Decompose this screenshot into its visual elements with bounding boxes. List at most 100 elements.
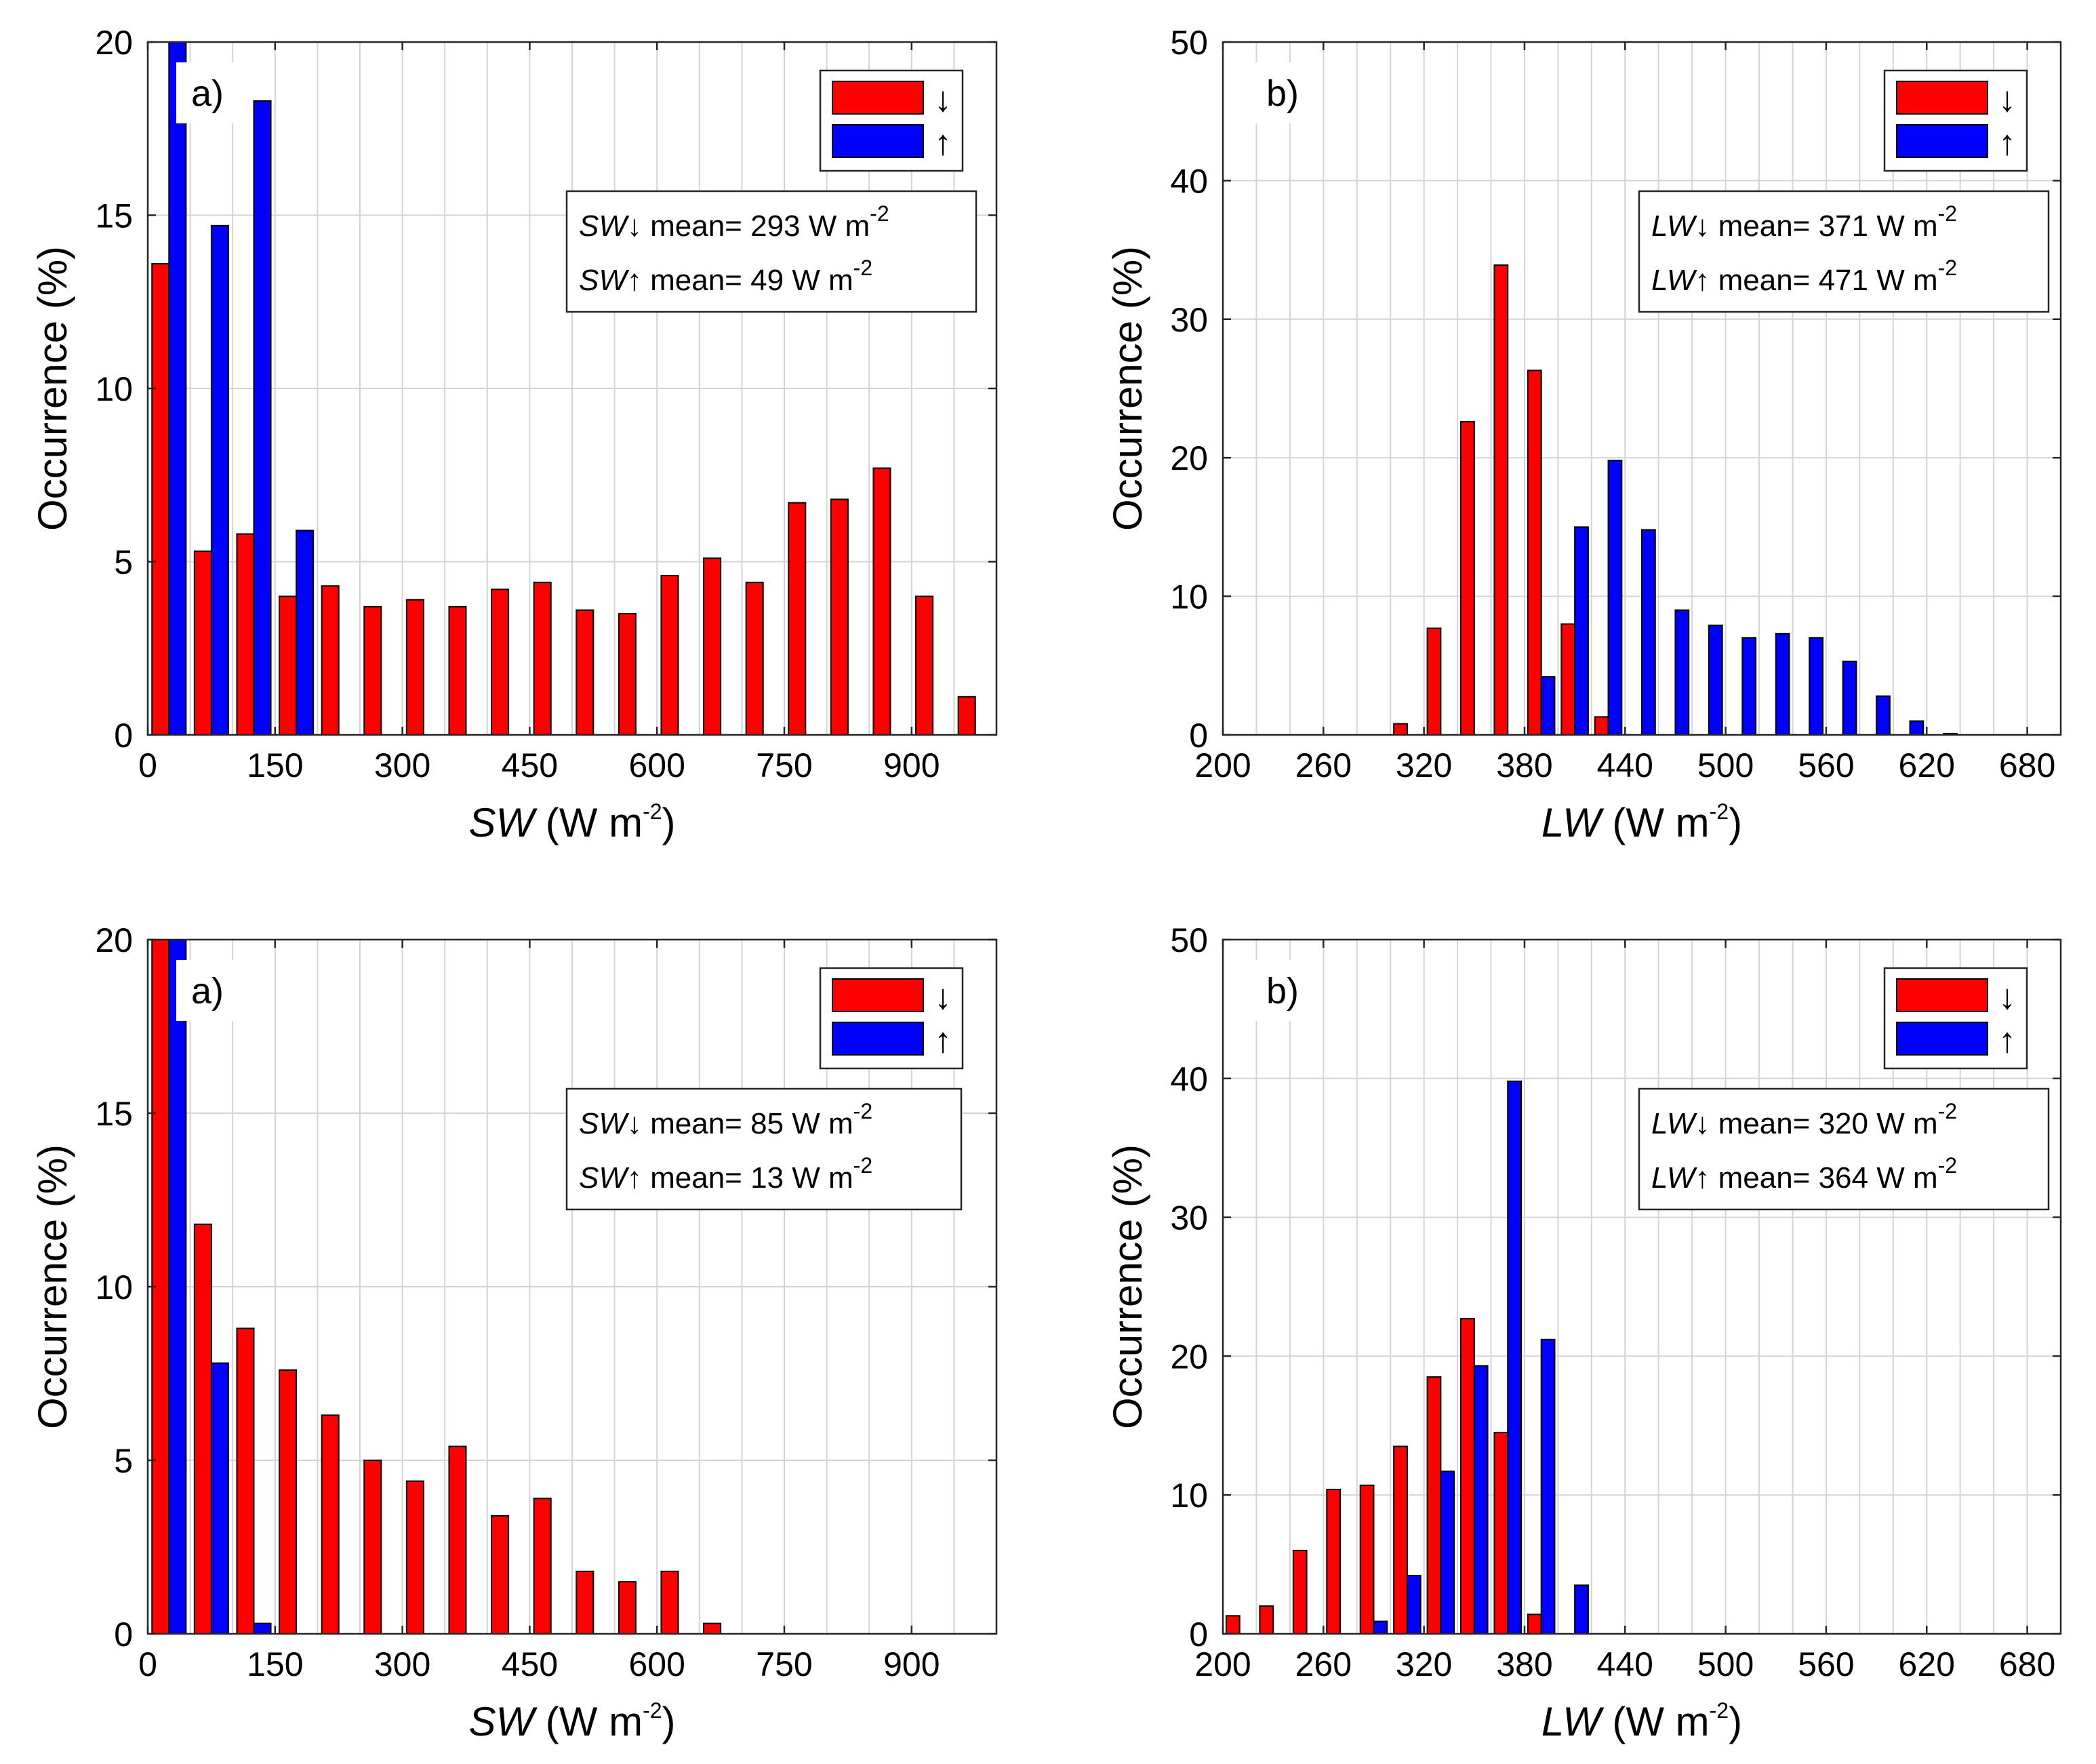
x-tick-label: 260 — [1295, 746, 1352, 784]
x-axis-unit-close: ) — [1729, 1699, 1742, 1744]
bar-down — [405, 599, 424, 736]
stat-unit-sup: -2 — [870, 201, 889, 226]
stats-box-frame — [1638, 190, 2050, 313]
bar-down — [576, 609, 594, 736]
bar-down — [1326, 1489, 1342, 1635]
y-tick-label: 30 — [1170, 301, 1208, 339]
x-tick-label: 680 — [1999, 746, 2055, 784]
x-tick-label: 260 — [1295, 1645, 1352, 1683]
bar-up — [1507, 1080, 1523, 1635]
legend-label-down: ↓ — [934, 978, 952, 1017]
bar-down — [1594, 716, 1609, 736]
stat-down-mean: SW↓ mean= 85 W m-2 — [579, 1099, 872, 1140]
legend-swatch-up — [832, 1022, 924, 1056]
series-up — [168, 939, 272, 1635]
legend-swatch-down — [832, 81, 924, 115]
x-tick-label: 560 — [1798, 746, 1854, 784]
stat-var: LW — [1651, 209, 1697, 243]
x-tick-label: 320 — [1396, 746, 1452, 784]
bar-up — [1674, 609, 1690, 736]
stat-var: SW — [579, 209, 629, 243]
legend-label-down: ↓ — [1998, 80, 2016, 119]
y-tick-label: 20 — [1170, 1338, 1208, 1376]
x-tick-label: 0 — [138, 746, 157, 784]
bar-up — [1775, 633, 1790, 736]
x-tick-label: 450 — [502, 746, 558, 784]
bars — [151, 939, 722, 1635]
bar-up — [1574, 526, 1589, 736]
x-axis: 200 260 320 380 440 500 560 620 680 — [1194, 940, 2055, 1683]
legend-label-down: ↓ — [934, 80, 952, 119]
stat-arrow: ↓ — [627, 1107, 642, 1140]
panel-top-right: 200 260 320 380 440 500 560 620 680 0 10 20 30 40 50 Oc… — [1105, 24, 2062, 845]
stat-unit-sup: -2 — [1938, 1153, 1957, 1178]
x-axis-label: LW (W m-2) — [1541, 1698, 1742, 1744]
legend-swatch-down — [832, 978, 924, 1012]
stats-box-frame — [565, 1087, 963, 1211]
bar-down — [745, 582, 764, 736]
bar-up — [1809, 637, 1823, 736]
legend-swatch-up — [1896, 124, 1988, 158]
x-tick-label: 200 — [1194, 1645, 1251, 1683]
panel-label-bg — [176, 62, 241, 123]
bar-down — [448, 1445, 467, 1635]
legend: ↓↑ — [1883, 69, 2028, 172]
panel-bottom-left: 0 150 300 450 600 750 900 0 5 10 15 20 Occurrence (%… — [30, 921, 998, 1744]
stat-arrow: ↓ — [1695, 1107, 1710, 1140]
bar-down — [1460, 421, 1475, 736]
bar-down — [448, 605, 467, 736]
bar-down — [321, 585, 340, 736]
bar-up — [1741, 637, 1757, 736]
bar-up — [1876, 695, 1891, 736]
stat-unit-sup: -2 — [853, 256, 872, 280]
panel-label-text: b) — [1266, 73, 1299, 114]
bar-up — [253, 100, 272, 736]
panel-label-text: a) — [191, 971, 224, 1011]
panel-label-bg — [176, 960, 241, 1021]
bar-up — [168, 41, 187, 736]
x-axis: 0 150 300 450 600 750 900 — [138, 42, 940, 784]
bar-down — [618, 1581, 637, 1635]
legend-label-down: ↓ — [1998, 978, 2016, 1017]
bar-down — [1493, 1432, 1509, 1635]
stats-box: LW↓ mean= 320 W m-2LW↑ mean= 364 W m-2 — [1638, 1087, 2050, 1211]
x-axis-unit-close: ) — [662, 1699, 676, 1744]
x-tick-label: 300 — [374, 1645, 430, 1683]
stat-arrow: ↓ — [627, 209, 642, 243]
y-tick-label: 10 — [95, 370, 133, 408]
y-axis-label: Occurrence (%) — [30, 1144, 75, 1429]
x-tick-label: 680 — [1999, 1645, 2055, 1683]
bar-down — [1359, 1484, 1375, 1635]
stats-box: LW↓ mean= 371 W m-2LW↑ mean= 471 W m-2 — [1638, 190, 2050, 313]
bars — [1393, 264, 1958, 736]
stat-value: mean= 320 W m — [1710, 1107, 1937, 1140]
bar-down — [788, 502, 807, 736]
x-axis-var: SW — [468, 800, 538, 845]
stat-value: mean= 371 W m — [1710, 209, 1937, 243]
bar-up — [1540, 1338, 1556, 1635]
bar-down — [491, 588, 510, 736]
bar-up — [210, 1362, 229, 1635]
bars — [151, 41, 976, 736]
x-tick-label: 200 — [1194, 746, 1251, 784]
stat-unit-sup: -2 — [853, 1153, 872, 1178]
x-tick-label: 500 — [1697, 746, 1754, 784]
bar-down — [1259, 1605, 1274, 1635]
y-tick-label: 20 — [95, 921, 133, 959]
x-tick-label: 150 — [247, 1645, 303, 1683]
bar-down — [703, 557, 722, 736]
x-tick-label: 620 — [1899, 746, 1955, 784]
y-tick-label: 0 — [114, 717, 133, 755]
stat-up-mean: SW↑ mean= 49 W m-2 — [579, 256, 872, 297]
stat-var: LW — [1651, 1161, 1697, 1195]
x-axis-label: SW (W m-2) — [468, 799, 675, 845]
y-tick-label: 0 — [114, 1616, 133, 1653]
y-axis: 0 5 10 15 20 — [95, 24, 996, 755]
series-down — [151, 263, 976, 736]
bar-down — [533, 1498, 552, 1635]
bar-down — [533, 582, 552, 736]
legend-swatch-down — [1896, 81, 1988, 115]
x-axis-var: LW — [1541, 1699, 1605, 1744]
y-axis: 0 10 20 30 40 50 — [1170, 921, 2061, 1653]
bar-down — [660, 574, 679, 736]
